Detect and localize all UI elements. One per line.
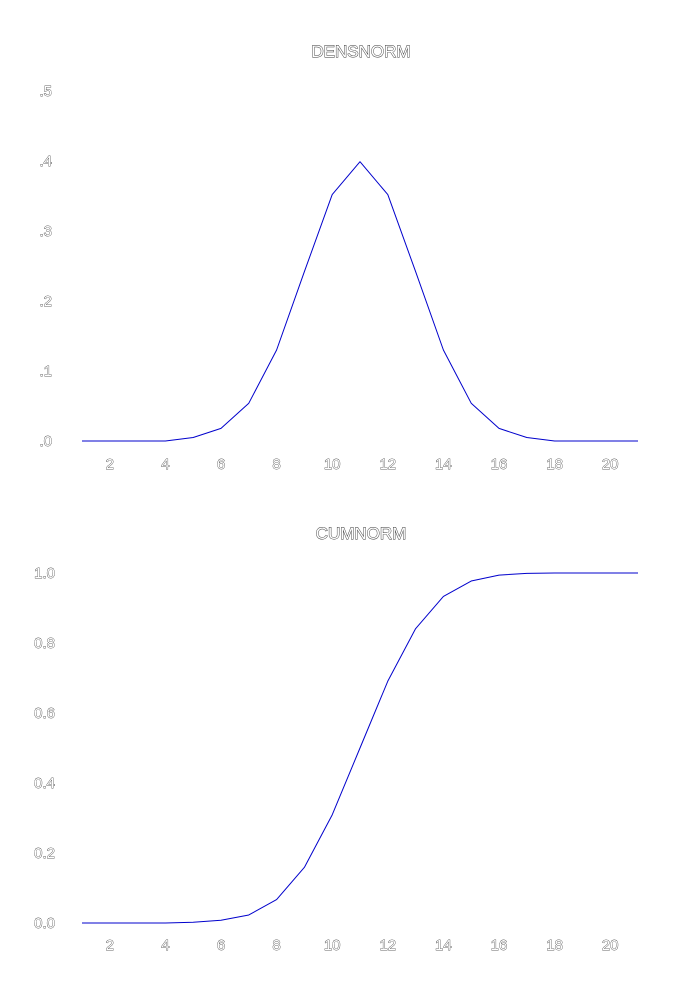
cumnorm-series-line: [82, 572, 638, 924]
densnorm-x-tick-label: 8: [272, 456, 280, 473]
densnorm-x-tick-label: 6: [217, 456, 225, 473]
cumnorm-x-tick-label: 6: [217, 937, 225, 954]
cumnorm-y-tick-label: 0.4: [34, 775, 55, 792]
cumnorm-x-tick-label: 12: [379, 937, 396, 954]
densnorm-y-tick-label: .5: [39, 83, 52, 100]
densnorm-x-tick-label: 2: [106, 456, 114, 473]
densnorm-y-tick-label: .0: [39, 433, 52, 450]
densnorm-y-tick-label: .1: [39, 363, 52, 380]
densnorm-x-tick-label: 4: [161, 456, 169, 473]
densnorm-y-tick-label: .2: [39, 293, 52, 310]
densnorm-y-tick-label: .3: [39, 223, 52, 240]
densnorm-x-tick-label: 10: [324, 456, 341, 473]
cumnorm-title: CUMNORM: [316, 524, 407, 543]
cumnorm-x-tick-label: 16: [491, 937, 508, 954]
densnorm-series-line: [82, 161, 638, 442]
cumnorm-x-tick-label: 10: [324, 937, 341, 954]
cumnorm-x-tick-label: 18: [546, 937, 563, 954]
densnorm-x-tick-label: 18: [546, 456, 563, 473]
cumnorm-y-tick-label: 0.8: [34, 635, 55, 652]
cumnorm-x-tick-label: 8: [272, 937, 280, 954]
densnorm-x-tick-label: 12: [379, 456, 396, 473]
densnorm-x-tick-label: 20: [602, 456, 619, 473]
cumnorm-x-tick-label: 14: [435, 937, 452, 954]
cumnorm-y-tick-label: 0.2: [34, 845, 55, 862]
densnorm-x-tick-label: 16: [491, 456, 508, 473]
cumnorm-x-tick-label: 2: [106, 937, 114, 954]
densnorm-title: DENSNORM: [311, 42, 410, 61]
densnorm-x-tick-label: 14: [435, 456, 452, 473]
cumnorm-y-tick-label: 0.0: [34, 915, 55, 932]
cumnorm-y-tick-label: 0.6: [34, 705, 55, 722]
cumnorm-y-tick-label: 1.0: [34, 565, 55, 582]
densnorm-y-tick-label: .4: [39, 153, 52, 170]
cumnorm-x-tick-label: 20: [602, 937, 619, 954]
cumnorm-x-tick-label: 4: [161, 937, 169, 954]
